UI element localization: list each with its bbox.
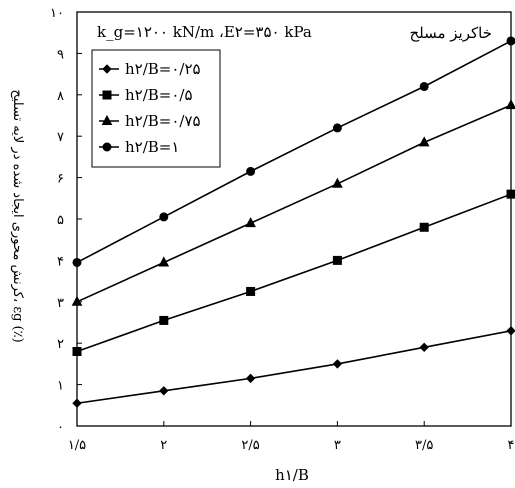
legend-label: h۲/B=۰/۵	[125, 86, 193, 104]
diamond-marker	[159, 386, 169, 396]
square-marker	[102, 90, 112, 100]
triangle-marker	[158, 256, 170, 267]
legend-label: h۲/B=۰/۷۵	[125, 112, 201, 130]
y-tick-label: ۱	[57, 379, 64, 394]
y-tick-label: ۹	[57, 47, 64, 62]
y-tick-label: ۷	[57, 130, 64, 145]
x-tick-label: ۲/۵	[241, 438, 259, 453]
params-label: k_g=۱۲۰۰ kN/m ،E۲=۳۵۰ kPa	[97, 23, 312, 41]
legend-item: h۲/B=۰/۵	[99, 86, 193, 104]
diamond-marker	[419, 342, 429, 353]
y-tick-label: ۳	[57, 296, 64, 311]
triangle-marker	[71, 295, 83, 306]
y-tick-label: ۶	[57, 172, 64, 187]
y-tick-label: ۵	[57, 213, 64, 228]
square-marker	[506, 189, 515, 199]
square-marker	[72, 346, 82, 356]
diamond-marker	[332, 359, 343, 369]
axis-ticks: ۱/۵ ۲ ۲/۵ ۳ ۳/۵ ۴ ۰ ۱ ۲ ۳ ۴ ۵ ۶ ۷ ۸ ۹ ۱۰	[50, 6, 514, 453]
diamond-marker	[102, 64, 112, 74]
diamond-marker	[245, 373, 256, 384]
circle-marker	[332, 123, 342, 133]
x-tick-label: ۲	[160, 438, 167, 453]
x-tick-label: ۳	[334, 438, 341, 453]
circle-marker	[72, 257, 82, 267]
square-marker	[419, 222, 429, 232]
y-tick-label: ۸	[57, 89, 64, 104]
circle-marker	[102, 142, 112, 152]
triangle-marker	[245, 217, 256, 228]
diamond-marker	[72, 398, 82, 408]
series-line	[76, 40, 512, 264]
triangle-marker	[101, 114, 113, 125]
square-marker	[159, 315, 169, 325]
series-4	[72, 36, 515, 267]
circle-marker	[246, 166, 256, 176]
circle-marker	[506, 36, 515, 46]
legend: h۲/B=۰/۲۵ h۲/B=۰/۵ h۲/B=۰/۷۵ h۲/B=۱	[91, 49, 221, 168]
y-axis-label: کرنش محوری ایجاد شده در لایه تسلیح، εg (…	[10, 89, 25, 342]
x-axis-label: h۱/B	[275, 466, 309, 484]
y-tick-label: ۱۰	[50, 6, 64, 21]
x-tick-label: ۴	[508, 438, 515, 453]
x-tick-label: ۱/۵	[68, 438, 86, 453]
circle-marker	[159, 212, 169, 222]
diamond-marker	[506, 326, 515, 336]
series-line	[76, 329, 512, 405]
y-tick-label: ۰	[57, 420, 64, 435]
series-line	[76, 193, 512, 353]
triangle-marker	[505, 99, 515, 110]
x-tick-label: ۳/۵	[415, 438, 433, 453]
legend-item: h۲/B=۰/۷۵	[99, 112, 201, 130]
legend-label: h۲/B=۱	[125, 138, 179, 156]
legend-label: h۲/B=۰/۲۵	[125, 60, 201, 78]
circle-marker	[419, 82, 429, 92]
square-marker	[332, 255, 342, 265]
legend-item: h۲/B=۱	[99, 138, 179, 156]
square-marker	[246, 286, 256, 296]
series-2	[72, 189, 515, 356]
annotation-label: خاکریز مسلح	[409, 24, 492, 42]
series-1	[72, 326, 515, 408]
series-3	[71, 99, 515, 306]
triangle-marker	[332, 177, 343, 188]
series-line	[76, 104, 512, 303]
y-tick-label: ۲	[57, 337, 64, 352]
triangle-marker	[418, 136, 430, 147]
series-group	[71, 36, 515, 408]
legend-item: h۲/B=۰/۲۵	[99, 60, 201, 78]
y-tick-label: ۴	[57, 254, 64, 269]
